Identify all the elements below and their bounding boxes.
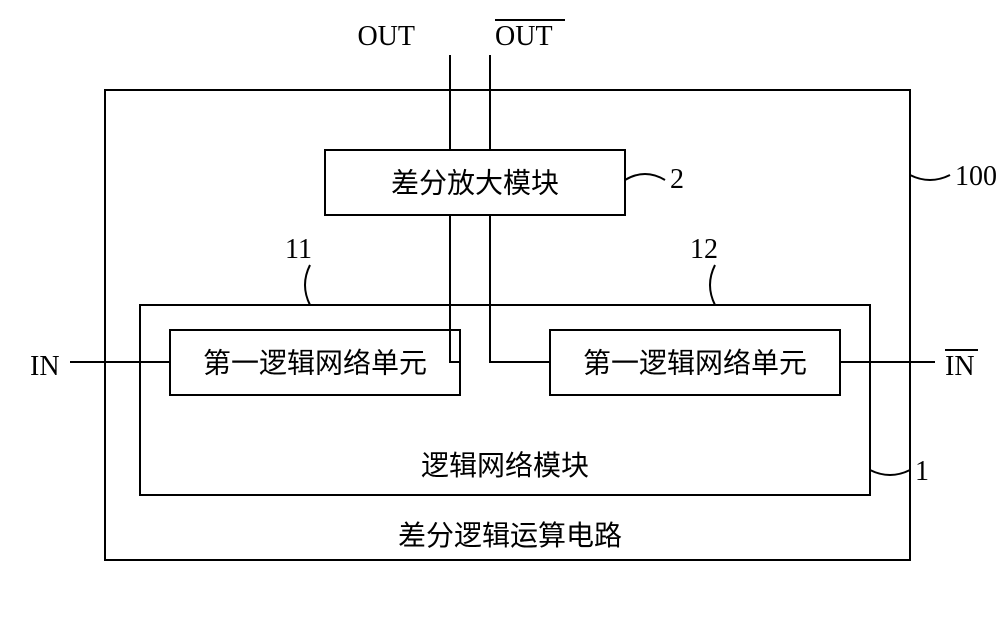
label-out: OUT	[357, 21, 415, 52]
label-out-bar: OUT	[495, 21, 553, 52]
wire-amp-to-left-unit	[450, 215, 460, 362]
ref-11: 11	[285, 234, 312, 265]
leader-12	[710, 265, 715, 305]
leader-100	[910, 175, 950, 180]
ref-1: 1	[915, 456, 929, 487]
wire-amp-to-right-unit	[490, 215, 550, 362]
leader-11	[305, 265, 310, 305]
label-in: IN	[30, 351, 60, 382]
label-logic-unit-left: 第一逻辑网络单元	[203, 348, 427, 380]
label-logic-module: 逻辑网络模块	[421, 450, 589, 482]
label-in-bar: IN	[945, 351, 975, 382]
ref-100: 100	[955, 161, 997, 192]
outer-circuit-box	[105, 90, 910, 560]
title-outer-circuit: 差分逻辑运算电路	[398, 520, 622, 552]
ref-2: 2	[670, 164, 684, 195]
label-amp-module: 差分放大模块	[391, 168, 559, 200]
leader-2	[625, 174, 665, 180]
leader-1	[870, 470, 910, 475]
ref-12: 12	[690, 234, 718, 265]
label-logic-unit-right: 第一逻辑网络单元	[583, 348, 807, 380]
